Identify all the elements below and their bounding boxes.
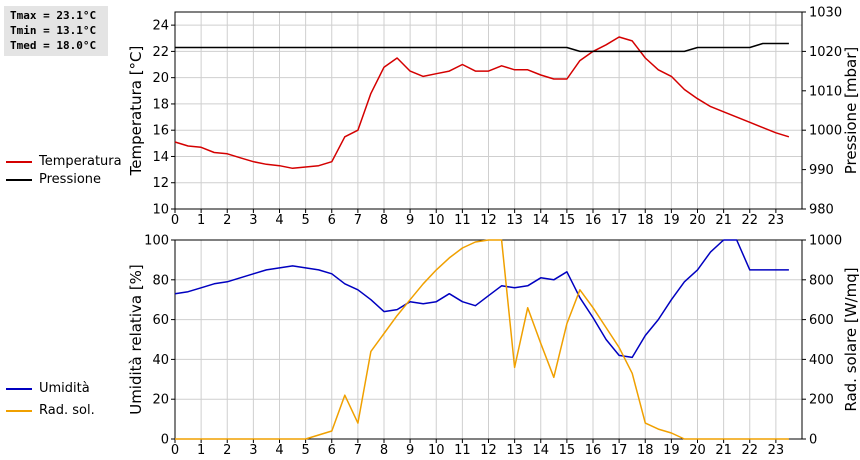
top-y-tick-label: 22 <box>152 45 169 60</box>
top-y-tick-label: 18 <box>152 97 169 112</box>
bottom-x-tick-label: 15 <box>559 443 576 458</box>
bottom-x-tick-label: 21 <box>715 443 732 458</box>
bottom-y-tick-label: 100 <box>144 234 169 249</box>
bottom-x-tick-label: 1 <box>197 443 205 458</box>
top-y2-tick-label: 980 <box>809 203 834 218</box>
top-x-tick-label: 15 <box>559 213 576 228</box>
bottom-y2-tick-label: 0 <box>809 433 817 448</box>
top-x-tick-label: 8 <box>380 213 388 228</box>
bottom-x-tick-label: 16 <box>585 443 602 458</box>
bottom-y-tick-label: 20 <box>152 393 169 408</box>
top-y2-tick-label: 990 <box>809 163 834 178</box>
top-y2-tick-label: 1010 <box>809 84 842 99</box>
bottom-x-tick-label: 13 <box>506 443 523 458</box>
top-y-tick-label: 24 <box>152 19 169 34</box>
bottom-x-tick-label: 4 <box>275 443 283 458</box>
stats-box: Tmax = 23.1°C Tmin = 13.1°C Tmed = 18.0°… <box>4 6 108 56</box>
top-x-tick-label: 12 <box>480 213 497 228</box>
bottom-y-tick-label: 60 <box>152 313 169 328</box>
bottom-y2-tick-label: 1000 <box>809 234 842 249</box>
top-y-axis-title: Temperatura [°C] <box>127 46 145 177</box>
top-x-tick-label: 6 <box>328 213 336 228</box>
bottom-y2-tick-label: 800 <box>809 273 834 288</box>
top-x-tick-label: 18 <box>637 213 654 228</box>
top-y-tick-label: 10 <box>152 203 169 218</box>
bottom-y2-tick-label: 400 <box>809 353 834 368</box>
series-line-rad-sol <box>175 239 789 440</box>
top-x-tick-label: 0 <box>171 213 179 228</box>
legend-label-umidita: Umidità <box>39 381 90 396</box>
top-x-tick-label: 10 <box>428 213 445 228</box>
legend-swatch-pressione <box>6 179 32 181</box>
bottom-x-tick-label: 11 <box>454 443 471 458</box>
bottom-y2-tick-label: 200 <box>809 393 834 408</box>
top-x-tick-label: 22 <box>741 213 758 228</box>
series-line-temperatura <box>174 36 790 170</box>
bottom-y-tick-label: 40 <box>152 353 169 368</box>
top-y-tick-label: 20 <box>152 71 169 86</box>
bottom-x-tick-label: 2 <box>223 443 231 458</box>
series-line-umidit <box>174 239 789 359</box>
legend-label-radsol: Rad. sol. <box>39 403 95 418</box>
top-y-tick-label: 16 <box>152 124 169 139</box>
bottom-x-tick-label: 18 <box>637 443 654 458</box>
top-x-tick-label: 13 <box>506 213 523 228</box>
top-y2-tick-label: 1000 <box>809 124 842 139</box>
top-x-tick-label: 11 <box>454 213 471 228</box>
bottom-y-tick-label: 0 <box>161 433 169 448</box>
bottom-x-tick-label: 5 <box>301 443 309 458</box>
bottom-x-tick-label: 3 <box>249 443 257 458</box>
series-line-pressione <box>175 42 789 53</box>
bottom-x-tick-label: 22 <box>741 443 758 458</box>
bottom-x-tick-label: 17 <box>611 443 628 458</box>
legend-swatch-radsol <box>6 410 32 412</box>
top-x-tick-label: 5 <box>301 213 309 228</box>
top-x-tick-label: 1 <box>197 213 205 228</box>
bottom-x-tick-label: 7 <box>354 443 362 458</box>
bottom-x-tick-label: 0 <box>171 443 179 458</box>
top-y2-tick-label: 1030 <box>809 6 842 21</box>
top-x-tick-label: 9 <box>406 213 414 228</box>
bottom-y2-tick-label: 600 <box>809 313 834 328</box>
top-x-tick-label: 17 <box>611 213 628 228</box>
bottom-x-tick-label: 20 <box>689 443 706 458</box>
legend-swatch-temperatura <box>6 161 32 163</box>
tmin-stat: Tmin = 13.1°C <box>10 24 97 37</box>
top-y2-tick-label: 1020 <box>809 45 842 60</box>
bottom-x-tick-label: 10 <box>428 443 445 458</box>
top-x-tick-label: 4 <box>275 213 283 228</box>
bottom-x-tick-label: 9 <box>406 443 414 458</box>
top-x-tick-label: 7 <box>354 213 362 228</box>
top-x-tick-label: 20 <box>689 213 706 228</box>
bottom-x-tick-label: 23 <box>768 443 785 458</box>
legend-swatch-umidita <box>6 388 32 390</box>
bottom-x-tick-label: 12 <box>480 443 497 458</box>
top-x-tick-label: 21 <box>715 213 732 228</box>
top-y-tick-label: 14 <box>152 150 169 165</box>
top-x-tick-label: 23 <box>768 213 785 228</box>
bottom-y-tick-label: 80 <box>152 273 169 288</box>
legend-label-temperatura: Temperatura <box>39 154 122 169</box>
top-y-tick-label: 12 <box>152 176 169 191</box>
top-x-tick-label: 2 <box>223 213 231 228</box>
legend-label-pressione: Pressione <box>39 172 102 187</box>
top-x-tick-label: 19 <box>663 213 680 228</box>
tmed-stat: Tmed = 18.0°C <box>10 39 97 52</box>
top-x-tick-label: 14 <box>532 213 549 228</box>
top-y2-axis-title: Pressione [mbar] <box>842 47 860 175</box>
bottom-y-axis-title: Umidità relativa [%] <box>127 264 145 415</box>
bottom-y2-axis-title: Rad. solare [W/mq] <box>842 267 860 411</box>
bottom-x-tick-label: 8 <box>380 443 388 458</box>
top-x-tick-label: 16 <box>585 213 602 228</box>
bottom-x-tick-label: 6 <box>328 443 336 458</box>
tmax-stat: Tmax = 23.1°C <box>10 9 97 22</box>
top-x-tick-label: 3 <box>249 213 257 228</box>
bottom-x-tick-label: 14 <box>532 443 549 458</box>
bottom-x-tick-label: 19 <box>663 443 680 458</box>
